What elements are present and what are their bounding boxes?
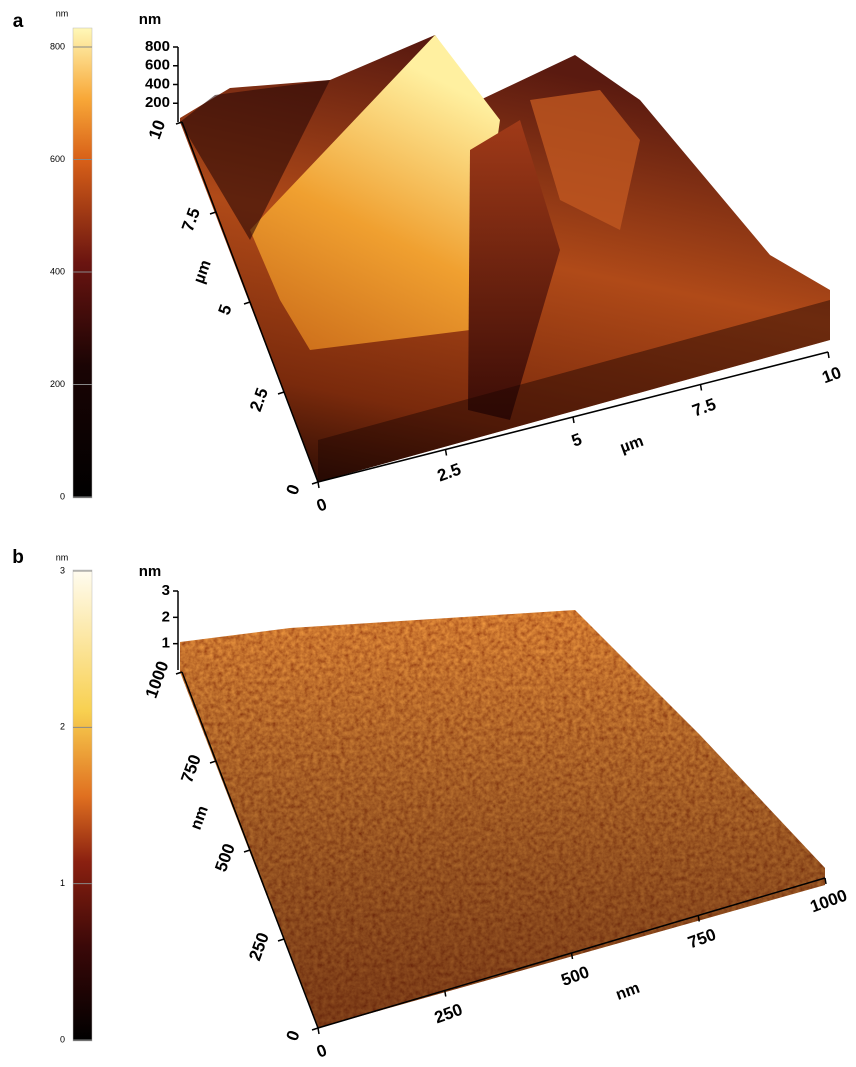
y-axis-tick-label: 2.5 xyxy=(246,385,272,414)
x-axis-tick-label: 500 xyxy=(559,962,592,990)
x-axis-tick-label: 2.5 xyxy=(435,460,464,486)
x-axis-tick xyxy=(701,385,702,391)
x-axis-tick xyxy=(825,878,826,884)
x-axis-tick-label: 1000 xyxy=(808,886,850,917)
colorbar-tick-label: 200 xyxy=(50,379,65,389)
y-axis-tick-label: 250 xyxy=(245,930,273,963)
y-axis-tick xyxy=(312,1028,318,1030)
colorbar-tick-label: 0 xyxy=(60,491,65,501)
z-axis-unit: nm xyxy=(139,563,162,580)
z-tick-label: 1 xyxy=(162,635,170,652)
y-axis-tick xyxy=(278,939,284,941)
y-axis-tick-label: 7.5 xyxy=(178,205,204,234)
y-axis-tick xyxy=(244,302,250,304)
panel-label: a xyxy=(13,11,24,32)
figure: anm0200400600800nm20040060080002.557.510… xyxy=(0,0,856,1067)
y-axis-tick xyxy=(210,761,216,763)
x-axis-tick xyxy=(572,953,573,959)
surface-b xyxy=(170,600,840,1040)
surface-a xyxy=(180,35,830,482)
x-axis-tick xyxy=(318,1028,319,1034)
colorbar-tick-label: 800 xyxy=(50,41,65,51)
y-axis-tick xyxy=(312,482,318,484)
z-axis-unit: nm xyxy=(139,11,162,28)
y-axis-tick-label: 10 xyxy=(145,118,169,142)
colorbar-tick-label: 1 xyxy=(60,878,65,888)
x-axis-tick-label: 7.5 xyxy=(690,395,719,421)
x-axis-tick xyxy=(828,352,829,358)
x-axis-tick-label: 10 xyxy=(820,363,844,387)
y-axis-unit: µm xyxy=(191,258,215,286)
colorbar-tick-label: 2 xyxy=(60,722,65,732)
panel-label: b xyxy=(12,547,24,568)
y-axis-tick-label: 0 xyxy=(282,1028,303,1043)
x-axis-tick xyxy=(446,450,447,456)
z-tick-label: 400 xyxy=(145,75,170,92)
x-axis-tick xyxy=(318,482,319,488)
x-axis-tick-label: 750 xyxy=(685,925,718,953)
x-axis-tick xyxy=(573,417,574,423)
x-axis-tick-label: 0 xyxy=(314,1040,329,1061)
y-axis-tick xyxy=(244,850,250,852)
x-axis-tick-label: 250 xyxy=(432,1000,465,1028)
colorbar xyxy=(73,28,92,498)
colorbar-tick-label: 3 xyxy=(60,565,65,575)
y-axis-tick xyxy=(210,212,216,214)
y-axis-tick-label: 0 xyxy=(282,482,303,497)
colorbar-tick-label: 600 xyxy=(50,154,65,164)
z-tick-label: 2 xyxy=(162,608,170,625)
colorbar-unit: nm xyxy=(56,552,69,562)
z-tick-label: 800 xyxy=(145,38,170,55)
y-axis-tick-label: 5 xyxy=(214,302,235,317)
colorbar-tick-label: 400 xyxy=(50,266,65,276)
x-axis-tick xyxy=(698,916,699,922)
z-tick-label: 3 xyxy=(162,582,170,599)
y-axis-tick-label: 1000 xyxy=(142,659,173,701)
z-tick-label: 200 xyxy=(145,94,170,111)
y-axis-tick-label: 500 xyxy=(211,841,239,874)
colorbar-unit: nm xyxy=(56,8,69,18)
z-tick-label: 600 xyxy=(145,57,170,74)
y-axis-unit: nm xyxy=(188,804,212,832)
colorbar xyxy=(73,570,92,1041)
y-axis-tick-label: 750 xyxy=(177,752,205,785)
x-axis-tick-label: 5 xyxy=(569,429,584,450)
y-axis-tick xyxy=(278,392,284,394)
x-axis-unit: µm xyxy=(618,433,646,457)
x-axis-unit: nm xyxy=(614,980,642,1004)
x-axis-tick xyxy=(445,991,446,997)
x-axis-tick-label: 0 xyxy=(314,494,329,515)
colorbar-tick-label: 0 xyxy=(60,1034,65,1044)
